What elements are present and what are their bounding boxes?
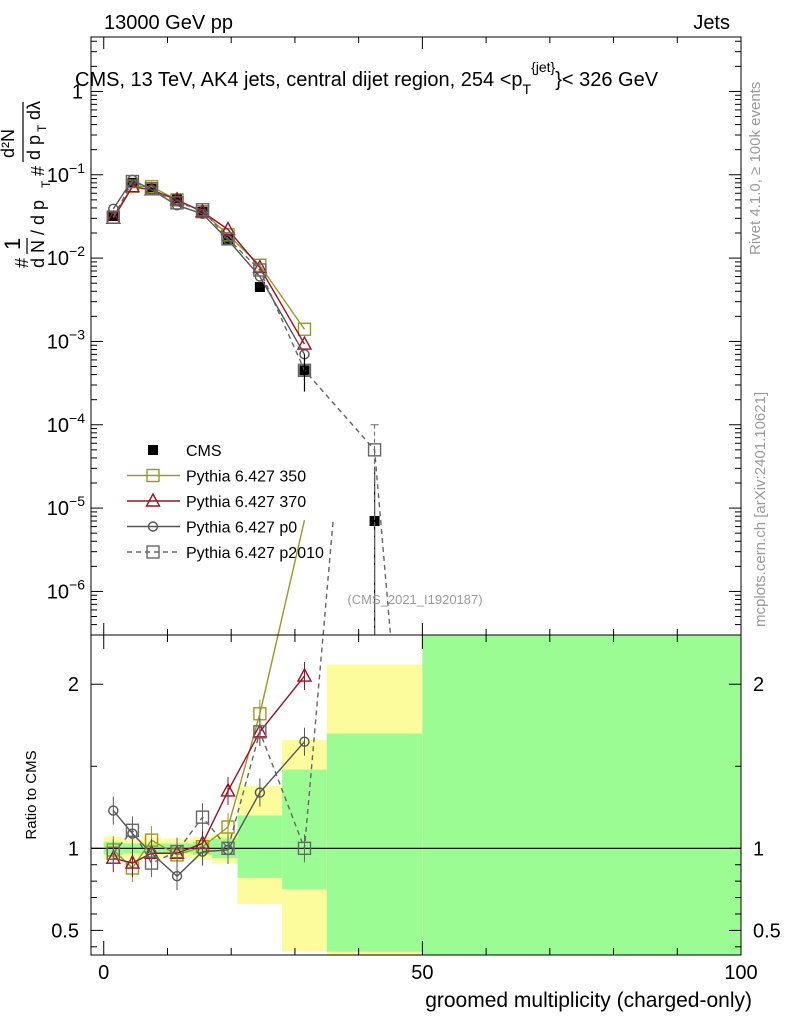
data-point-p370 [296, 335, 313, 350]
legend-label-p2010: Pythia 6.427 p2010 [186, 545, 324, 562]
header-category: Jets [693, 12, 730, 34]
data-point-p2010 [125, 174, 140, 189]
legend-entry-p2010: Pythia 6.427 p2010 [127, 545, 324, 562]
band-inner [237, 815, 283, 878]
ratio-point-p2010 [106, 846, 121, 860]
data-point-cms [254, 281, 265, 292]
main-y-axis-label: # 1 d N / d p T # d²N d p T dλ [0, 101, 53, 268]
svg-text:d p: d p [24, 135, 44, 160]
legend: CMS Pythia 6.427 350 Pythia 6.427 370 Pythi… [127, 443, 324, 562]
legend-label-p350: Pythia 6.427 350 [186, 469, 306, 486]
data-point-p2010 [170, 196, 184, 210]
data-point-p2010 [221, 232, 235, 246]
x-tick-label: 100 [724, 962, 757, 984]
ratio-point-p0 [197, 846, 208, 857]
main-panel: 10−6 10−5 10−4 10−3 10−2 10−1 1 [47, 36, 742, 636]
rivet-version-label: Rivet 4.1.0, ≥ 100k events [747, 82, 764, 255]
legend-label-cms: CMS [186, 443, 222, 460]
legend-entry-p350: Pythia 6.427 350 [127, 469, 306, 486]
x-tick-label: 0 [98, 962, 109, 984]
ratio-point-p370 [296, 667, 313, 682]
ratio-point-p370 [220, 782, 236, 797]
data-point-cms [146, 183, 157, 194]
ratio-point-p2010 [221, 841, 235, 856]
ratio-point-p2010 [144, 856, 159, 870]
svg-text:T: T [35, 124, 49, 132]
svg-text:#: # [28, 166, 48, 176]
analysis-watermark: (CMS_2021_I1920187) [347, 592, 482, 607]
data-point-p0 [171, 200, 183, 211]
ratio-point-p2010 [195, 810, 210, 824]
data-point-p2010 [144, 182, 159, 196]
ratio-y-tick-label-right: 2 [753, 674, 764, 696]
legend-marker-p370 [145, 492, 161, 507]
main-y-tick-label: 10−6 [47, 576, 85, 603]
x-axis-label: groomed multiplicity (charged-only) [425, 989, 752, 1012]
ratio-series-p2010 [106, 520, 334, 878]
legend-entry-p370: Pythia 6.427 370 [127, 492, 306, 511]
main-y-tick-label: 10−4 [47, 410, 85, 437]
ratio-point-p0 [254, 787, 266, 798]
band-inner [326, 733, 423, 952]
svg-text:#: # [12, 258, 32, 268]
header-process: 13000 GeV pp [104, 12, 233, 34]
ratio-y-tick-label-right: 0.5 [753, 920, 781, 942]
series-p0 [108, 174, 310, 360]
main-y-tick-label: 1 [72, 81, 83, 103]
ratio-panel: 0.5 0.5 1 1 2 2 0 50 100 [51, 519, 781, 984]
data-point-p2010 [195, 203, 210, 217]
ratio-top-edge [90, 623, 742, 635]
data-point-p350 [297, 322, 312, 336]
svg-text:dλ: dλ [24, 101, 44, 120]
band-inner [282, 769, 327, 890]
band-inner [422, 635, 741, 955]
series-line-p2010 [112, 180, 392, 636]
ratio-point-p370 [124, 854, 141, 869]
legend-entry-p0: Pythia 6.427 p0 [127, 520, 297, 537]
legend-marker-cms [148, 445, 158, 455]
ratio-uncertainty-bands [103, 635, 741, 955]
ratio-y-axis-label: Ratio to CMS [23, 750, 40, 839]
svg-text:T: T [39, 180, 53, 188]
ratio-point-p2010 [170, 844, 184, 859]
legend-entry-cms: CMS [148, 443, 222, 460]
series-p2010 [106, 174, 392, 636]
main-series [105, 174, 392, 636]
svg-text:d²N: d²N [0, 129, 18, 158]
legend-marker-p350 [146, 468, 160, 483]
main-y-tick-label: 10−2 [47, 243, 85, 270]
ratio-y-tick-label: 0.5 [51, 920, 79, 942]
ratio-frame [90, 634, 742, 956]
main-y-tick-label: 10−1 [47, 160, 85, 187]
main-y-ticks: 10−6 10−5 10−4 10−3 10−2 10−1 1 [47, 37, 742, 636]
svg-text:1: 1 [0, 238, 25, 250]
ratio-y-tick-label: 2 [68, 674, 79, 696]
legend-label-p0: Pythia 6.427 p0 [186, 520, 297, 537]
ratio-point-p2010 [253, 725, 267, 739]
ratio-point-p0 [299, 736, 310, 747]
data-point-p370 [220, 221, 236, 236]
legend-label-p370: Pythia 6.427 370 [186, 494, 306, 511]
main-y-tick-label: 10−3 [47, 326, 85, 353]
ratio-y-tick-label-right: 1 [753, 838, 764, 860]
ratio-y-tick-label: 1 [68, 838, 79, 860]
ratio-point-p0 [108, 805, 119, 816]
ratio-point-p0 [171, 871, 183, 882]
ratio-ticks: 0.5 0.5 1 1 2 2 0 50 100 [51, 635, 781, 984]
ratio-point-p2010 [125, 823, 140, 837]
main-y-tick-label: 10−5 [47, 493, 85, 520]
data-point-p2010 [106, 210, 121, 224]
legend-marker-p0 [147, 521, 159, 532]
legend-marker-p2010 [146, 545, 160, 559]
plot-title: CMS, 13 TeV, AK4 jets, central dijet reg… [75, 59, 659, 97]
svg-text:d N / d p: d N / d p [28, 200, 48, 268]
mcplots-citation-label: mcplots.cern.ch [arXiv:2401.10621] [752, 392, 769, 627]
x-tick-label: 50 [411, 962, 433, 984]
ratio-point-p2010 [297, 841, 312, 856]
data-point-cms [172, 193, 183, 204]
data-point-p0 [197, 208, 208, 220]
ratio-series [90, 519, 742, 891]
data-point-p2010 [253, 263, 267, 277]
